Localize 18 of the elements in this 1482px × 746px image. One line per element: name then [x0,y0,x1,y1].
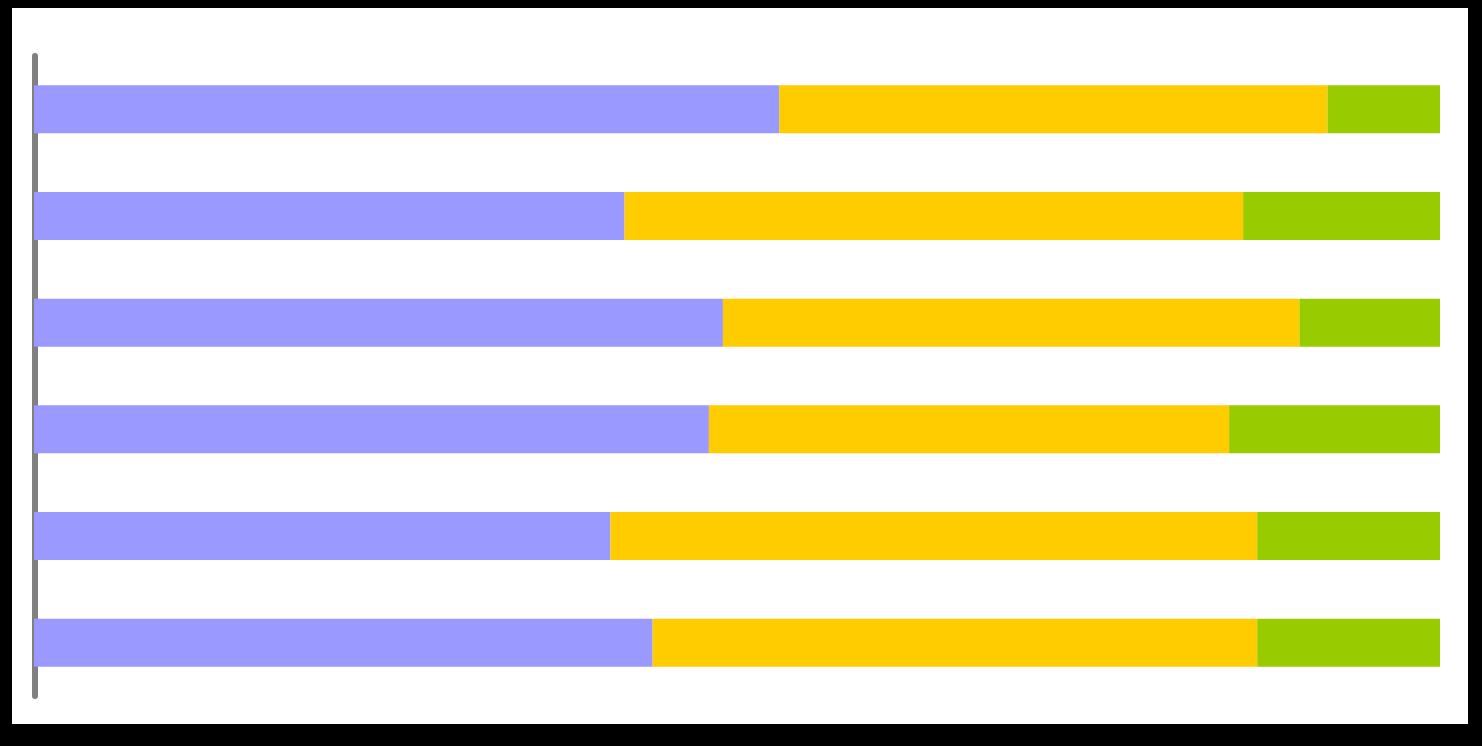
bar [1327,85,1440,134]
bar [1257,512,1440,560]
bar [34,512,611,560]
bar [610,512,1258,560]
bar [34,85,780,134]
bar [708,405,1230,454]
bar [779,85,1328,134]
bar [1257,618,1440,667]
bar [34,192,625,240]
bar [1243,192,1440,240]
bar [1229,405,1440,454]
bar [34,405,709,454]
bar [624,192,1244,240]
bar [34,298,723,347]
bar [652,618,1258,667]
bar [1299,298,1440,347]
bar [722,298,1300,347]
bar [34,618,653,667]
